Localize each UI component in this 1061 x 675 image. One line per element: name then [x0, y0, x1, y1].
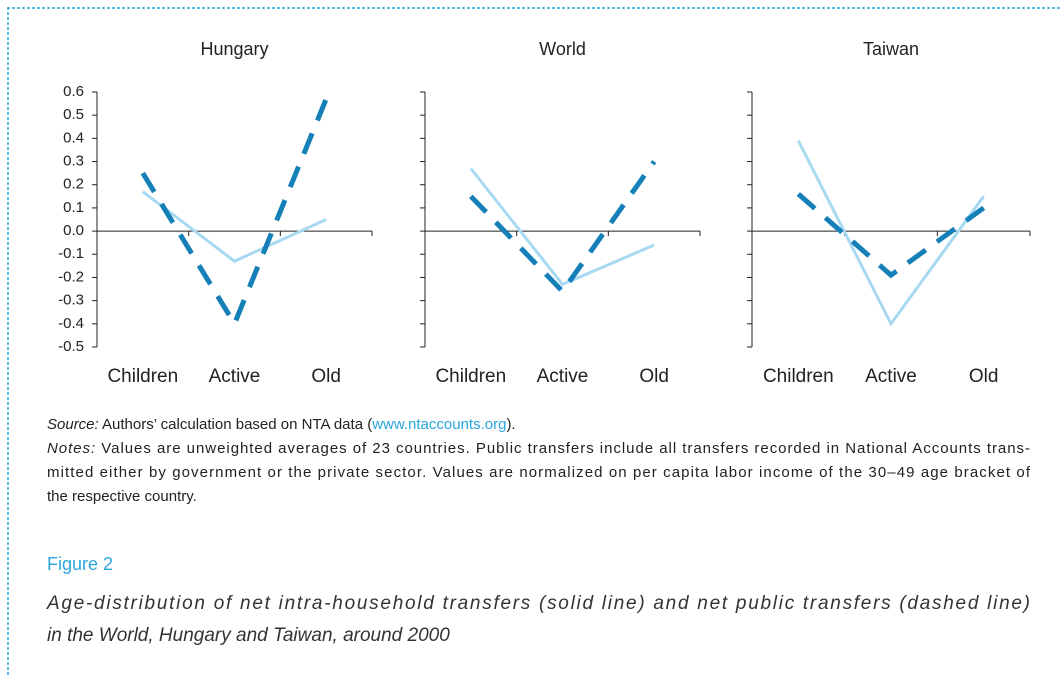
x-tick-label: Old — [311, 366, 341, 387]
notes-line: Notes: Values are unweighted averages of… — [47, 440, 1030, 457]
figure-label: Figure 2 — [47, 554, 113, 574]
y-tick-label: -0.5 — [58, 338, 84, 355]
y-tick-label: -0.4 — [58, 315, 84, 332]
y-tick-label: 0.4 — [63, 129, 84, 146]
x-tick-label: Children — [107, 366, 178, 387]
notes-label: Notes: — [47, 440, 95, 457]
dashed-line — [469, 160, 657, 296]
notes-line: mitted either by government or the priva… — [47, 464, 1031, 481]
chart-title: Taiwan — [863, 39, 919, 59]
x-tick-label: Active — [537, 366, 589, 387]
x-tick-label: Children — [435, 366, 506, 387]
solid-line — [469, 167, 655, 287]
y-tick-label: 0.2 — [63, 176, 84, 193]
y-tick-label: -0.1 — [58, 245, 84, 262]
source-label: Source: — [47, 416, 99, 433]
dashed-line — [796, 192, 986, 279]
source-text: Authors’ calculation based on NTA data ( — [102, 416, 372, 433]
x-tick-label: Old — [639, 366, 669, 387]
x-tick-label: Active — [209, 366, 261, 387]
source: Source: Authors’ calculation based on NT… — [47, 416, 516, 433]
notes-line: the respective country. — [47, 488, 197, 505]
dashed-line — [140, 98, 329, 330]
y-tick-label: 0.3 — [63, 153, 84, 170]
solid-line — [141, 190, 327, 263]
chart-title: World — [539, 39, 586, 59]
x-tick-label: Old — [969, 366, 999, 387]
y-tick-label: 0.6 — [63, 83, 84, 100]
y-tick-label: -0.2 — [58, 268, 84, 285]
source-end: ). — [506, 416, 515, 433]
x-tick-label: Children — [763, 366, 834, 387]
chart-title: Hungary — [200, 39, 268, 59]
charts: Hungary 0.6 0.5 0.4 0.3 0.2 0.1 0.0 -0.1 -0.2 -0.3… — [58, 39, 1031, 387]
figure-caption: in the World, Hungary and Taiwan, around… — [47, 625, 450, 646]
y-tick-label: 0.1 — [63, 199, 84, 216]
figure-caption: Age-distribution of net intra-household … — [46, 593, 1030, 614]
y-tick-label: 0.0 — [63, 222, 84, 239]
y-tick-label: -0.3 — [58, 292, 84, 309]
notes-text: Values are unweighted averages of 23 cou… — [101, 440, 1030, 457]
source-link[interactable]: www.ntaccounts.org — [371, 416, 506, 433]
solid-line — [796, 140, 985, 327]
x-tick-label: Active — [865, 366, 917, 387]
y-tick-label: 0.5 — [63, 106, 84, 123]
